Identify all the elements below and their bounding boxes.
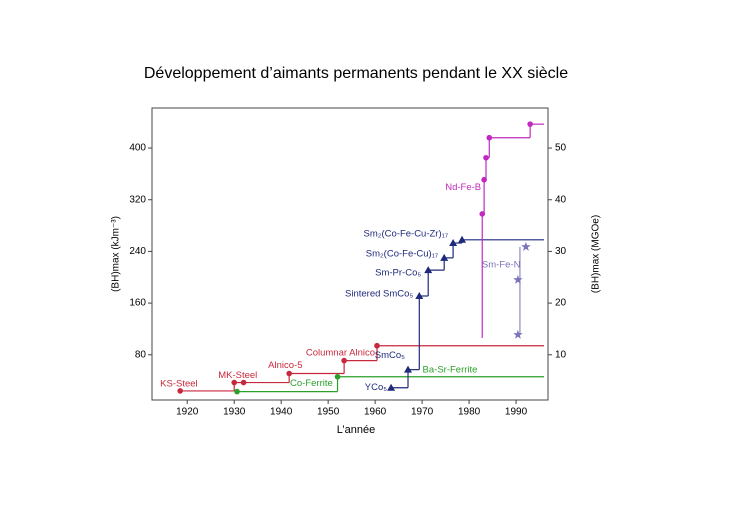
marker	[240, 379, 247, 386]
marker	[486, 134, 493, 141]
marker	[527, 121, 533, 127]
marker	[513, 274, 523, 284]
marker	[479, 211, 486, 217]
y2-axis-label: (BH)max (MGOe)	[591, 215, 602, 293]
marker	[481, 176, 487, 183]
point-label: Co-Ferrite	[290, 378, 333, 389]
marker	[374, 342, 380, 349]
y2-tick-label: 50	[555, 143, 567, 154]
point-label: Sm-Pr-Co₅	[375, 268, 421, 279]
point-label: SmCo₅	[375, 350, 405, 361]
marker	[415, 291, 424, 299]
point-label: KS-Steel	[160, 378, 198, 389]
y-tick-label: 400	[129, 143, 146, 154]
marker	[231, 379, 238, 386]
point-label: Nd-Fe-B	[445, 182, 481, 193]
marker	[440, 253, 449, 261]
x-tick-label: 1960	[364, 407, 387, 418]
point-label: Sintered SmCo₅	[345, 289, 413, 300]
marker	[424, 266, 433, 274]
marker	[234, 388, 240, 395]
x-tick-label: 1980	[458, 407, 481, 418]
x-tick-label: 1990	[505, 407, 528, 418]
x-tick-label: 1970	[411, 407, 434, 418]
chart-title: Développement d’aimants permanents penda…	[144, 65, 568, 82]
y-tick-label: 240	[129, 246, 146, 257]
x-tick-label: 1950	[317, 407, 340, 418]
y2-tick-label: 20	[555, 298, 567, 309]
marker	[404, 365, 413, 373]
marker	[483, 154, 489, 161]
marker	[387, 383, 396, 391]
marker	[341, 357, 347, 364]
point-label: Sm₂(Co-Fe-Cu)₁₇	[366, 248, 438, 259]
y2-tick-label: 40	[555, 194, 567, 205]
marker	[513, 329, 523, 339]
y-tick-label: 160	[129, 298, 146, 309]
point-label: Columnar Alnico	[306, 347, 375, 358]
x-axis-label: L’année	[337, 424, 376, 436]
y-tick-label: 80	[135, 349, 147, 360]
point-label: Sm-Fe-N	[482, 259, 521, 270]
point-label: Alnico-5	[268, 360, 302, 371]
marker	[334, 373, 341, 380]
y2-tick-label: 10	[555, 349, 567, 360]
x-tick-label: 1940	[270, 407, 293, 418]
x-tick-label: 1920	[176, 407, 199, 418]
marker	[449, 239, 458, 247]
x-tick-label: 1930	[223, 407, 246, 418]
point-label: MK-Steel	[218, 370, 257, 381]
y-axis-label: (BH)max (kJm⁻³)	[111, 216, 122, 292]
marker	[458, 235, 467, 243]
point-label: YCo₅	[365, 382, 387, 393]
y-tick-label: 320	[129, 194, 146, 205]
point-label: Sm₂(Co-Fe-Cu-Zr)₁₇	[364, 229, 449, 240]
marker	[177, 388, 183, 394]
marker	[521, 241, 531, 251]
plot-frame	[151, 107, 549, 401]
y2-tick-label: 30	[555, 246, 567, 257]
point-label: Ba-Sr-Ferrite	[423, 364, 478, 375]
marker	[286, 370, 292, 377]
